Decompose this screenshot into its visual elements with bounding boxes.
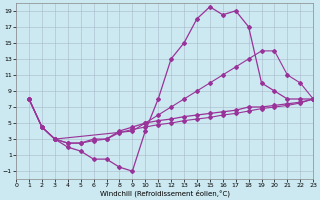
X-axis label: Windchill (Refroidissement éolien,°C): Windchill (Refroidissement éolien,°C) bbox=[100, 190, 230, 197]
